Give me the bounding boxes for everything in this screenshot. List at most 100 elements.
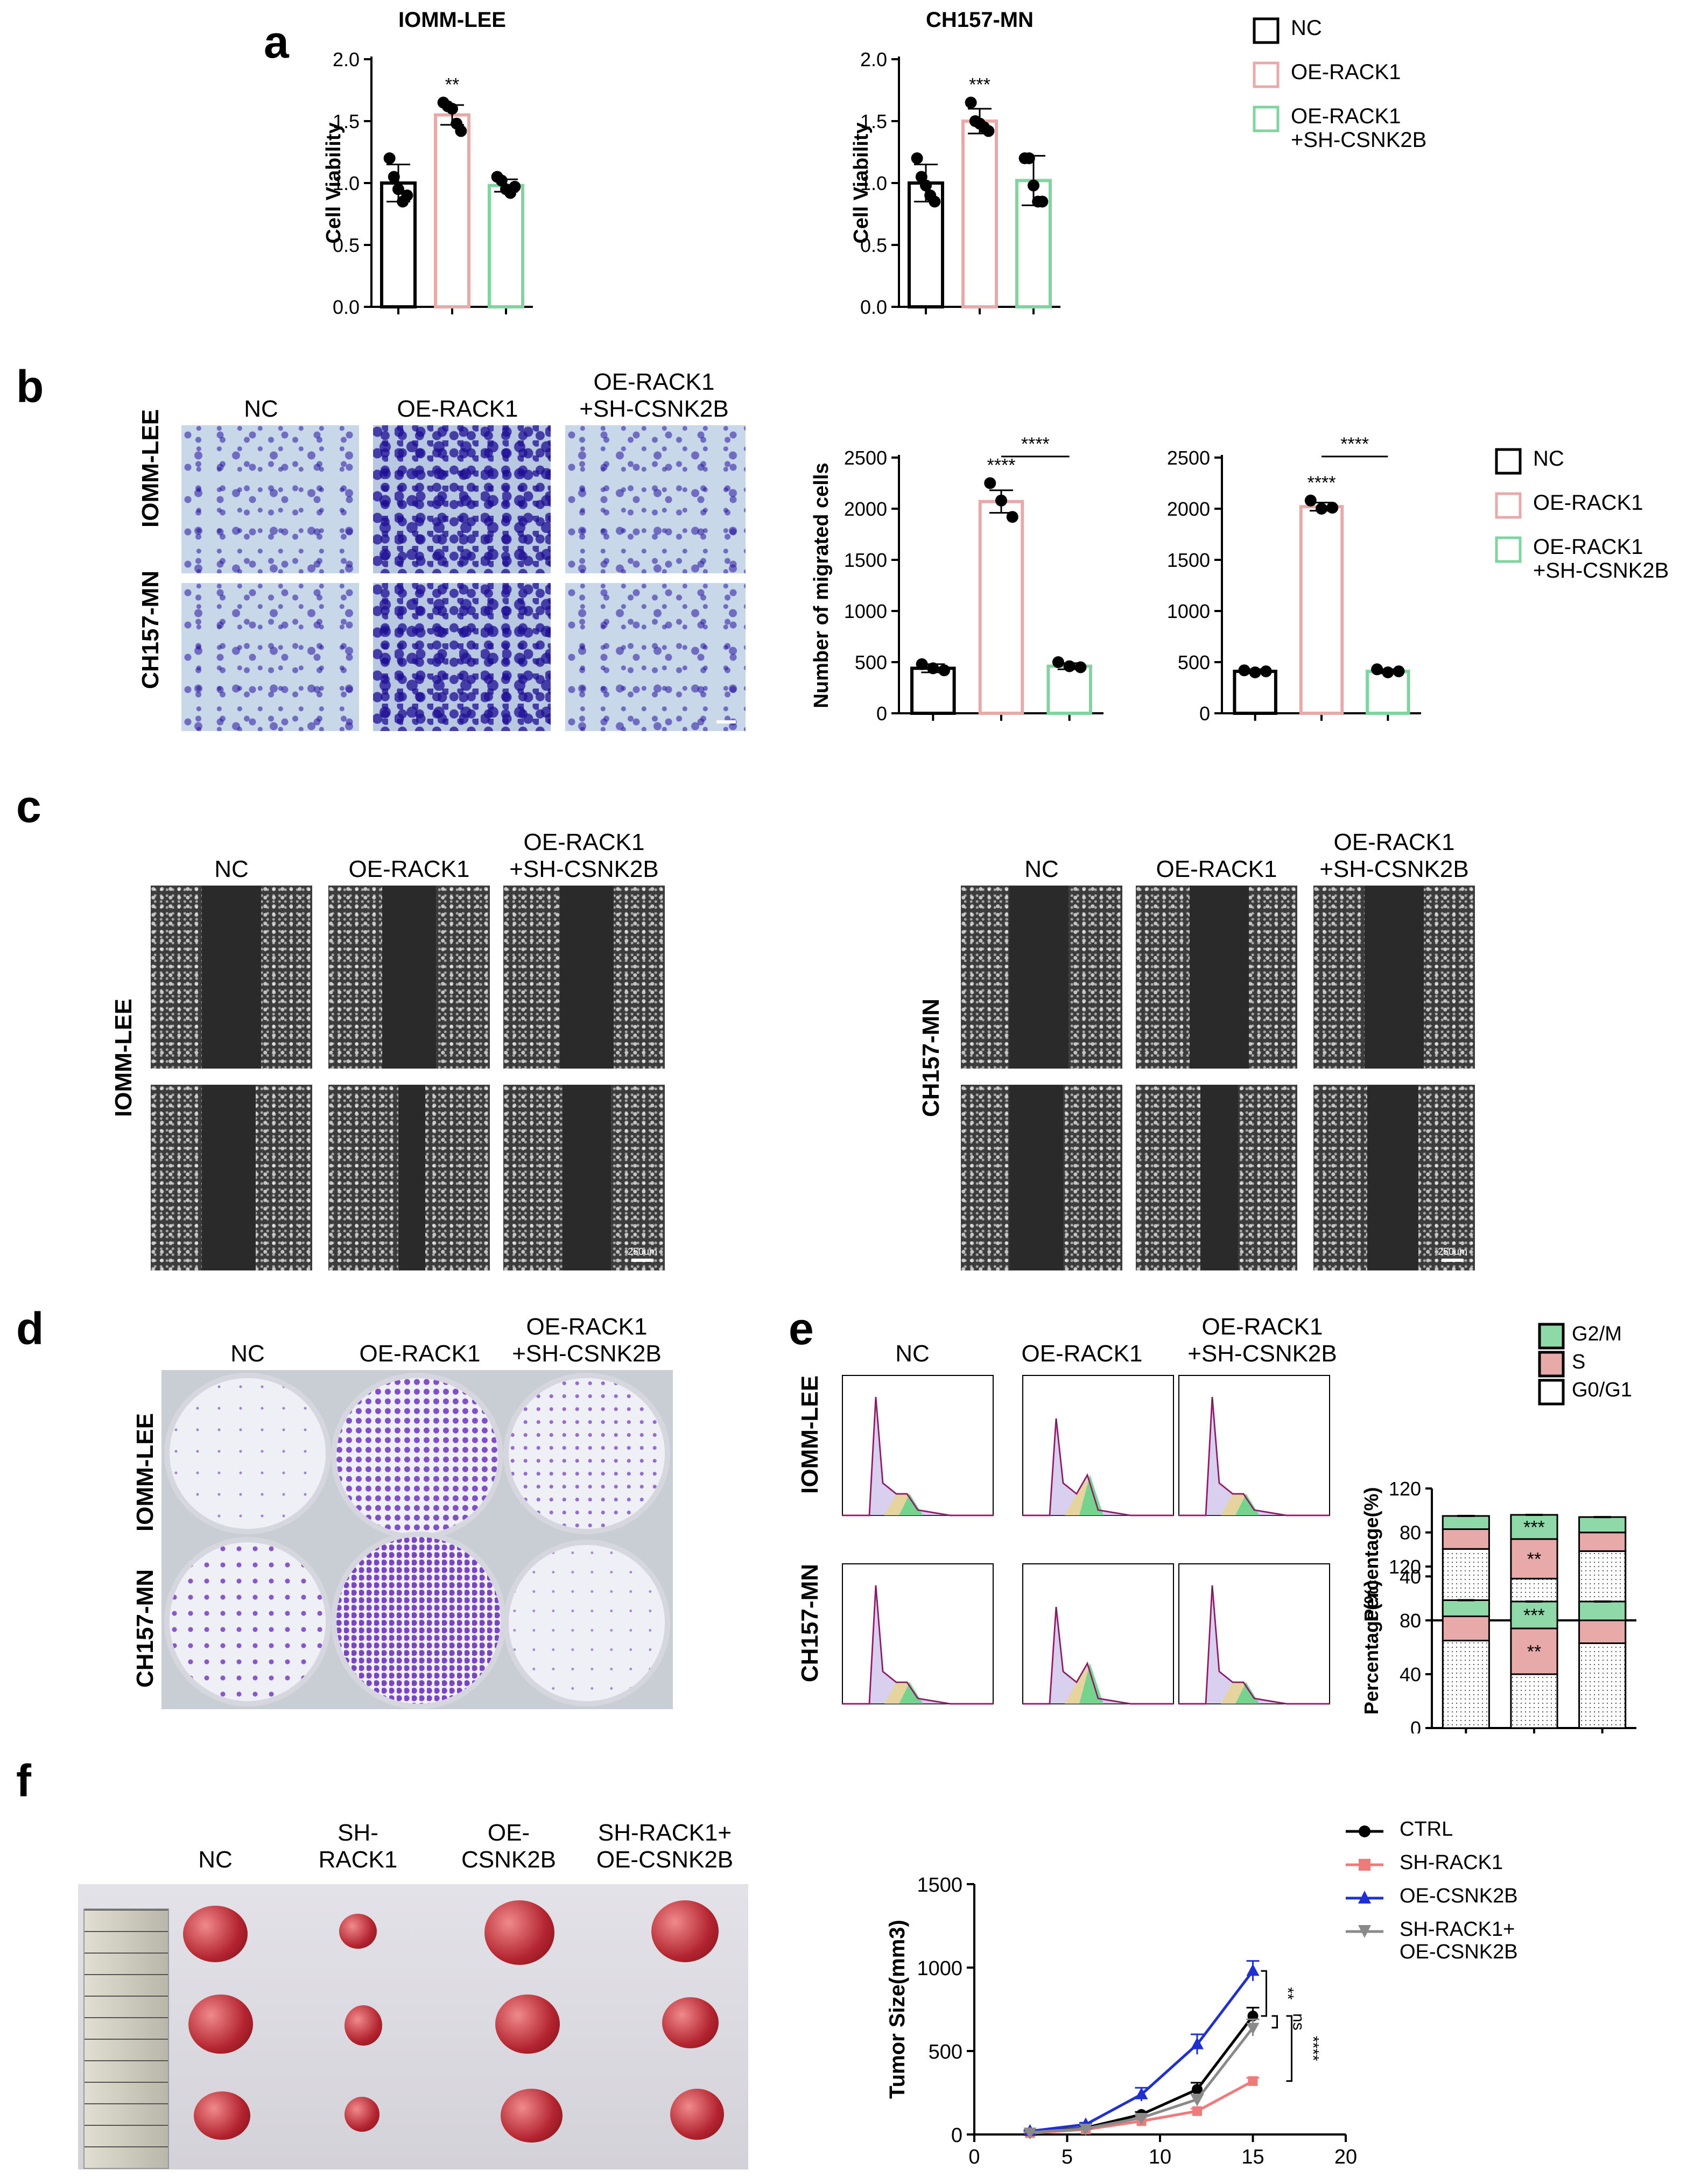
stacked-segment [1442,1515,1490,1530]
data-point [509,180,521,193]
c-row-iomm: IOMM-LEE [110,999,137,1117]
y-tick-label: 1000 [844,600,887,622]
c-image-iomm-oe-0h [328,886,490,1069]
y-tick-label: 0.0 [860,296,887,318]
c-image-ch157-nc-24h [961,1085,1122,1270]
data-point [982,125,995,137]
y-axis-label: Number of migrated cells [810,462,833,708]
legend-label: OE-RACK1 [1533,491,1643,515]
data-point [938,664,951,677]
data-point [911,152,923,164]
data-point [1316,503,1327,515]
panel-letter-c: c [16,781,41,832]
bar [1299,505,1344,715]
e-histogram-iomm-nc [842,1375,994,1516]
significance-label: *** [969,75,990,95]
bracket-label: **** [1021,434,1050,454]
chart-title: IOMM-LEE [398,11,506,32]
f-tumor-oe-3 [501,2089,563,2143]
b-scale-bar [716,720,736,724]
legend-marker [1358,1891,1371,1904]
bar [488,184,524,308]
histogram-frame [842,1563,994,1704]
x-tick-label: 5 [1062,2146,1073,2168]
f-tumor-combo-2 [662,1997,719,2048]
data-point [1246,1964,1260,1976]
b-row-ch157: CH157-MN [137,570,164,689]
data-point [1382,666,1394,678]
stacked-segment [1510,1627,1558,1675]
comparison-bracket [1261,1970,1267,2017]
legend-swatch [1495,448,1522,475]
legend-marker [1359,1859,1370,1871]
stacked-segment [1578,1516,1627,1534]
d-row-iomm: IOMM-LEE [132,1413,158,1532]
data-point [1023,152,1035,164]
legend-swatch [1253,106,1280,132]
legend-swatch [1495,492,1522,519]
e-col-sh: OE-RACK1 +SH-CSNK2B [1187,1314,1337,1367]
c-image-iomm-nc-0h [151,886,312,1069]
data-point [1238,664,1250,677]
data-point [1074,661,1087,673]
d-dish-ch157-oe [331,1532,506,1709]
y-tick-label: 1000 [1167,600,1210,622]
c-image-ch157-nc-0h [961,886,1122,1069]
e-row-iomm: IOMM-LEE [797,1375,823,1494]
legend-e: G2/M S G0/G1 [1538,1323,1632,1406]
g0g1-fill [842,1397,993,1515]
d-dish-iomm-sh [503,1373,670,1534]
legend-swatch [1538,1323,1565,1350]
histogram-outline [842,1585,993,1704]
c-image-iomm-nc-24h [151,1085,312,1270]
data-point [965,96,977,109]
y-tick-label: 40 [1400,1565,1421,1588]
f-ruler [83,1908,169,2169]
legend-label: OE-RACK1 [1291,60,1401,84]
stacked-segment [1442,1616,1490,1641]
g0g1-fill [1179,1585,1330,1704]
b-image-iomm-oe [373,425,551,573]
legend-label: OE-RACK1 +SH-CSNK2B [1533,535,1669,582]
d-dish-ch157-nc [164,1537,331,1707]
y-axis-label: Cell Viability [850,122,873,243]
histogram-frame [842,1375,994,1516]
fit-curve [1179,1396,1330,1516]
panel-letter-d: d [16,1303,44,1354]
data-point [1028,179,1039,192]
y-tick-label: 2.0 [333,48,360,71]
c-scale-bar-right [1442,1259,1463,1262]
chart-a-iomm: IOMM-LEE Cell Viability 0.0 0.5 1.0 1.5 2.0 ** [322,11,533,318]
y-tick-label: 1500 [844,549,887,571]
e-col-oe: OE-RACK1 [1021,1340,1143,1367]
y-tick-label: 80 [1400,1522,1421,1544]
f-col-combo: SH-RACK1+ OE-CSNK2B [596,1820,734,1873]
bar [978,500,1024,715]
histogram-frame [1022,1563,1174,1704]
legend-label: SH-RACK1+ OE-CSNK2B [1400,1918,1518,1963]
f-photo [78,1884,748,2169]
e-histogram-iomm-oe [1022,1375,1174,1516]
stacked-segment [1442,1640,1490,1729]
c-image-ch157-oe-24h [1136,1085,1297,1270]
significance-label: *** [1523,1605,1545,1626]
g0g1-fill [1179,1397,1330,1515]
d-col-sh: OE-RACK1 +SH-CSNK2B [512,1314,662,1367]
bracket-label: **** [1340,434,1369,454]
e-histogram-iomm-sh [1178,1375,1330,1516]
bar [1046,664,1092,715]
c-image-iomm-sh-0h [503,886,665,1069]
data-point [1023,2127,1037,2140]
data-point [446,103,458,115]
x-tick-label: 0 [968,2146,980,2168]
f-tumor-sh-3 [345,2097,379,2132]
panel-letter-a: a [264,17,289,67]
legend-a: NC OE-RACK1 OE-RACK1 +SH-CSNK2B [1253,16,1426,152]
y-tick-label: 0 [876,703,887,725]
data-point [1326,502,1339,514]
y-tick-label: 120 [1389,1556,1421,1578]
g0g1-fill [1023,1418,1173,1515]
histogram-frame [1022,1375,1174,1516]
data-point [1191,2094,1204,2106]
